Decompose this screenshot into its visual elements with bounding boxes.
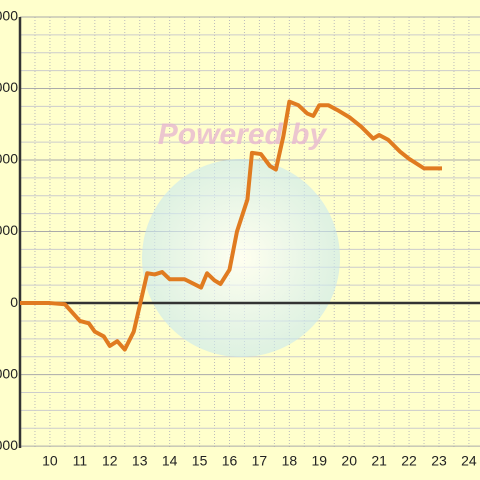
x-tick-label: 21	[371, 453, 387, 469]
y-tick-label: -3,000	[0, 365, 18, 381]
y-tick-label: 6,000	[0, 151, 18, 167]
x-tick-label: 20	[341, 453, 357, 469]
y-tick-label: -6,000	[0, 437, 18, 453]
x-tick-label: 12	[102, 453, 118, 469]
y-tick-label: 0	[10, 294, 18, 310]
x-tick-label: 19	[311, 453, 327, 469]
watermark-logo	[142, 159, 340, 357]
x-tick-label: 10	[42, 453, 58, 469]
y-tick-label: 12,000	[0, 8, 18, 24]
watermark: Powered by	[158, 118, 328, 151]
y-tick-label: 3,000	[0, 222, 18, 238]
x-tick-label: 14	[162, 453, 178, 469]
x-tick-label: 15	[192, 453, 208, 469]
x-tick-label: 24	[461, 453, 477, 469]
x-tick-label: 22	[401, 453, 417, 469]
y-tick-label: 9,000	[0, 79, 18, 95]
x-tick-label: 23	[431, 453, 447, 469]
data-line	[20, 99, 442, 352]
x-tick-label: 11	[73, 453, 88, 469]
x-tick-label: 18	[282, 453, 298, 469]
x-tick-label: 16	[222, 453, 238, 469]
x-tick-label: 17	[252, 453, 268, 469]
x-tick-label: 13	[132, 453, 148, 469]
